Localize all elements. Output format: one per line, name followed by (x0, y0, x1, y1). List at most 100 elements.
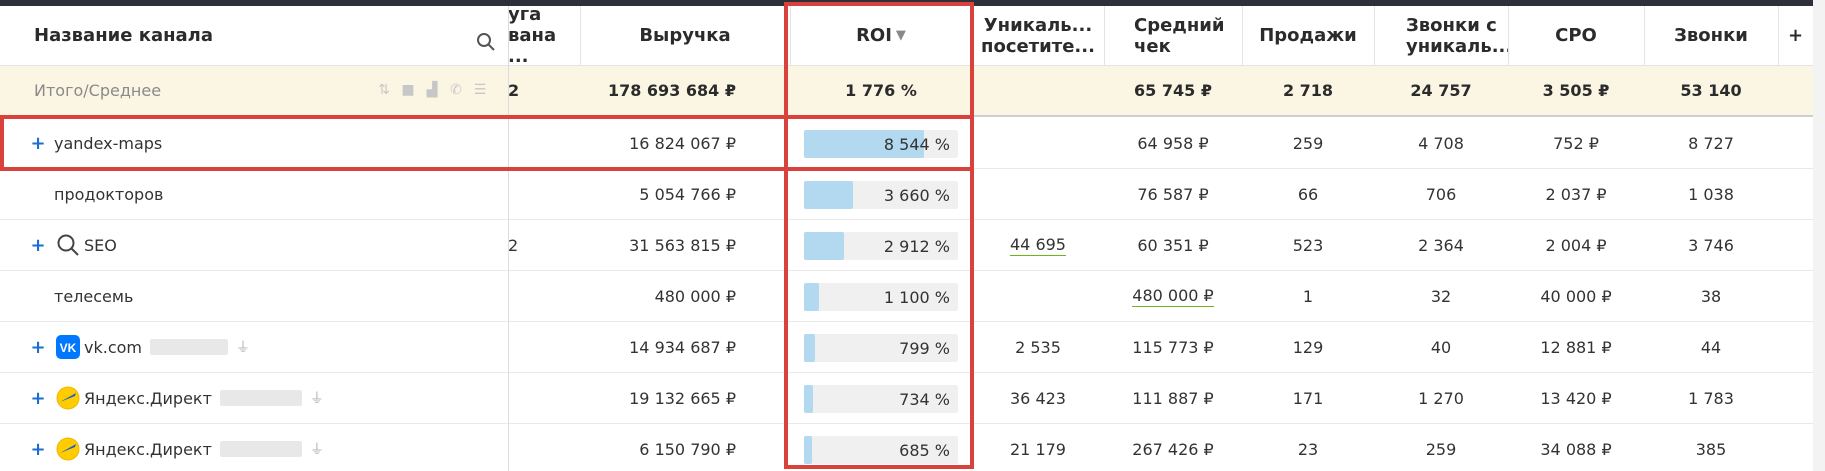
truncated-cell: 2 (508, 235, 519, 255)
avg-check-value: 267 426 ₽ (1132, 439, 1214, 459)
list-icon[interactable]: ☰ (473, 82, 487, 98)
column-header-calls[interactable]: Звонки (1674, 25, 1748, 46)
yandex-icon (56, 437, 80, 461)
expand-row-button[interactable]: + (30, 336, 46, 358)
column-header-truncated[interactable]: уга вана ... (508, 6, 557, 65)
roi-value: 2 912 % (883, 236, 950, 256)
roi-value: 3 660 % (883, 185, 950, 205)
table-row[interactable]: + SEO 2 31 563 815 ₽ 2 912 % 44 695 60 351 ₽ 52… (0, 220, 1813, 271)
channel-name: vk.com (84, 337, 142, 357)
roi-bar: 8 544 % (804, 130, 958, 158)
roi-header-label: ROI (856, 25, 892, 46)
unique-visitors-value: 36 423 (1010, 388, 1066, 408)
unique-visitors-cell: 2 535 (972, 322, 1104, 372)
table-row[interactable]: + Яндекс.Директ ⏚ 6 150 790 ₽ 685 % 21 179 267… (0, 424, 1813, 471)
channel-name-cell[interactable]: продокторов (0, 169, 508, 219)
table-row[interactable]: продокторов 5 054 766 ₽ 3 660 % 76 587 ₽ 66 7… (0, 169, 1813, 220)
column-header-unique-calls[interactable]: Звонки с уникаль... (1406, 14, 1508, 57)
roi-bar: 685 % (804, 436, 958, 464)
totals-row: Итого/Среднее ⇅ ■ ▟ ✆ ☰ 2 178 693 684 ₽ … (0, 66, 1813, 117)
unique-visitors-cell: 44 695 (972, 220, 1104, 270)
redacted-text (150, 339, 228, 355)
unique-visitors-cell (972, 118, 1104, 168)
vertical-scrollbar[interactable] (1813, 0, 1825, 471)
unique-visitors-cell (972, 271, 1104, 321)
roi-bar: 734 % (804, 385, 958, 413)
calls-cell: 3 746 (1688, 235, 1734, 255)
totals-roi: 1 776 % (845, 81, 917, 100)
roi-bar-fill (804, 283, 820, 311)
column-header-cpo[interactable]: CPO (1555, 25, 1597, 46)
square-icon[interactable]: ■ (401, 82, 415, 98)
channel-name-cell[interactable]: + Яндекс.Директ ⏚ (0, 424, 508, 471)
revenue-cell: 480 000 ₽ (654, 286, 736, 306)
channel-name-cell[interactable]: + SEO (0, 220, 508, 270)
expand-row-button[interactable]: + (30, 438, 46, 460)
sort-icon[interactable]: ⇅ (378, 82, 390, 98)
avg-check-value: 111 887 ₽ (1132, 388, 1214, 408)
add-column-button[interactable]: + (1787, 25, 1804, 46)
channel-name-cell[interactable]: + Яндекс.Директ ⏚ (0, 373, 508, 423)
totals-cpo: 3 505 ₽ (1542, 81, 1610, 100)
revenue-cell: 19 132 665 ₽ (629, 388, 736, 408)
svg-text:VK: VK (60, 341, 77, 355)
truncated-cell (508, 373, 580, 423)
cpo-cell: 12 881 ₽ (1540, 337, 1612, 357)
truncated-cell (508, 271, 580, 321)
table-row[interactable]: + Яндекс.Директ ⏚ 19 132 665 ₽ 734 % 36 423 11… (0, 373, 1813, 424)
column-header-unique-visitors[interactable]: Уникаль... посетите... (981, 14, 1095, 57)
roi-cell: 2 912 % (790, 220, 972, 270)
sales-cell: 171 (1292, 388, 1324, 408)
expand-row-button[interactable]: + (30, 387, 46, 409)
redacted-text (219, 441, 302, 457)
channel-name-cell[interactable]: + yandex-maps (0, 118, 508, 168)
channel-name-cell[interactable]: телесемь (0, 271, 508, 321)
search-icon[interactable] (476, 32, 496, 57)
channel-name: продокторов (54, 184, 164, 204)
roi-value: 734 % (899, 389, 950, 409)
sales-cell: 1 (1302, 286, 1314, 306)
table-row[interactable]: телесемь 480 000 ₽ 1 100 % 480 000 ₽ 1 32 40 0… (0, 271, 1813, 322)
unique-visitors-cell: 21 179 (972, 424, 1104, 471)
column-header-sales[interactable]: Продажи (1259, 25, 1357, 46)
roi-value: 685 % (899, 440, 950, 460)
calls-cell: 1 038 (1688, 184, 1734, 204)
column-header-avg-check[interactable]: Средний чек (1134, 14, 1225, 57)
channel-name: Яндекс.Директ (84, 388, 212, 408)
table-header: Название канала уга вана ... Выручка ROI… (0, 6, 1813, 66)
sales-cell: 129 (1292, 337, 1324, 357)
area-chart-icon[interactable]: ▟ (426, 82, 438, 98)
avg-check-value[interactable]: 480 000 ₽ (1132, 285, 1214, 307)
column-divider (1778, 6, 1779, 66)
roi-bar-fill (804, 181, 854, 209)
avg-check-value: 64 958 ₽ (1137, 133, 1209, 153)
cpo-cell: 40 000 ₽ (1540, 286, 1612, 306)
column-divider (1104, 6, 1105, 66)
totals-label-cell: Итого/Среднее (0, 66, 508, 115)
column-header-channel-name[interactable]: Название канала (0, 6, 508, 65)
roi-bar: 2 912 % (804, 232, 958, 260)
calls-cell: 385 (1695, 439, 1727, 459)
unique-visitors-value: 21 179 (1010, 439, 1066, 459)
column-header-roi[interactable]: ROI ▼ (790, 6, 972, 65)
table-row[interactable]: + yandex-maps 16 824 067 ₽ 8 544 % 64 958 ₽ 2… (0, 118, 1813, 169)
unique-visitors-value[interactable]: 44 695 (1010, 234, 1066, 256)
phone-icon[interactable]: ✆ (450, 82, 462, 98)
unique-visitors-cell (972, 169, 1104, 219)
channel-name-cell[interactable]: + VK vk.com ⏚ (0, 322, 508, 372)
vk-icon: VK (56, 335, 80, 359)
expand-row-button[interactable]: + (30, 234, 46, 256)
column-divider (580, 6, 581, 66)
column-header-revenue[interactable]: Выручка (639, 25, 731, 46)
column-divider (972, 6, 973, 66)
channel-name: yandex-maps (54, 133, 163, 153)
unique-visitors-cell: 36 423 (972, 373, 1104, 423)
cpo-cell: 2 037 ₽ (1545, 184, 1607, 204)
avg-check-value: 76 587 ₽ (1137, 184, 1209, 204)
roi-bar: 3 660 % (804, 181, 958, 209)
redacted-text (219, 390, 302, 406)
table-row[interactable]: + VK vk.com ⏚ 14 934 687 ₽ 799 % 2 535 115 773 … (0, 322, 1813, 373)
expand-row-button[interactable]: + (30, 132, 46, 154)
revenue-cell: 6 150 790 ₽ (639, 439, 736, 459)
roi-cell: 734 % (790, 373, 972, 423)
